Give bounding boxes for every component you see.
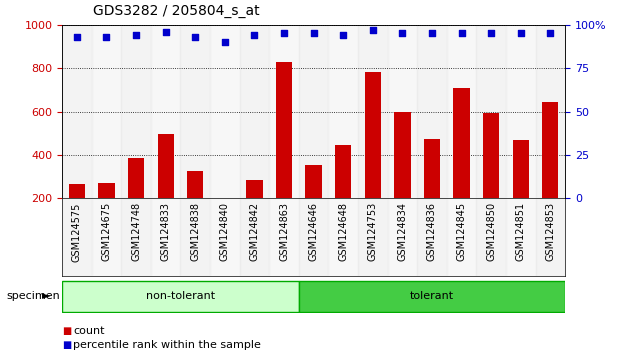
Point bbox=[456, 30, 466, 36]
Point bbox=[516, 30, 526, 36]
Bar bbox=[453, 88, 469, 198]
Bar bbox=[276, 62, 292, 198]
Bar bbox=[476, 25, 506, 198]
Text: GSM124838: GSM124838 bbox=[190, 202, 200, 261]
Text: GSM124834: GSM124834 bbox=[397, 202, 407, 261]
Bar bbox=[62, 25, 92, 198]
Text: GSM124675: GSM124675 bbox=[101, 202, 112, 261]
Bar bbox=[210, 198, 240, 276]
Text: GSM124845: GSM124845 bbox=[456, 202, 466, 261]
Text: GSM124863: GSM124863 bbox=[279, 202, 289, 261]
FancyBboxPatch shape bbox=[62, 281, 299, 312]
Bar bbox=[151, 198, 181, 276]
Bar bbox=[535, 25, 565, 198]
Bar bbox=[181, 198, 210, 276]
Text: GSM124850: GSM124850 bbox=[486, 202, 496, 261]
Text: GDS3282 / 205804_s_at: GDS3282 / 205804_s_at bbox=[93, 4, 260, 18]
Point bbox=[368, 27, 378, 33]
Point bbox=[161, 29, 171, 35]
Bar bbox=[446, 25, 476, 198]
Point bbox=[486, 30, 496, 36]
Text: GSM124851: GSM124851 bbox=[515, 202, 526, 261]
Point bbox=[220, 39, 230, 45]
Text: GSM124840: GSM124840 bbox=[220, 202, 230, 261]
Bar bbox=[358, 25, 388, 198]
Bar bbox=[335, 145, 351, 198]
Bar bbox=[476, 198, 506, 276]
Text: specimen: specimen bbox=[6, 291, 60, 302]
Bar bbox=[394, 112, 410, 198]
Bar bbox=[121, 198, 151, 276]
Text: ■: ■ bbox=[62, 326, 71, 336]
Point bbox=[250, 32, 260, 38]
Bar bbox=[506, 198, 535, 276]
Bar bbox=[92, 198, 121, 276]
Bar bbox=[270, 198, 299, 276]
Text: percentile rank within the sample: percentile rank within the sample bbox=[73, 340, 261, 350]
Bar bbox=[417, 198, 446, 276]
Bar bbox=[69, 184, 85, 198]
Bar bbox=[306, 165, 322, 198]
Bar bbox=[446, 198, 476, 276]
Bar bbox=[358, 198, 388, 276]
Bar bbox=[240, 198, 270, 276]
Text: tolerant: tolerant bbox=[410, 291, 454, 302]
Point bbox=[279, 30, 289, 36]
Text: GSM124842: GSM124842 bbox=[250, 202, 260, 261]
Point bbox=[72, 34, 82, 40]
Point bbox=[397, 30, 407, 36]
Text: non-tolerant: non-tolerant bbox=[146, 291, 215, 302]
Bar bbox=[247, 180, 263, 198]
Text: GSM124748: GSM124748 bbox=[131, 202, 141, 261]
Bar bbox=[270, 25, 299, 198]
Text: ►: ► bbox=[42, 291, 51, 302]
Text: GSM124575: GSM124575 bbox=[72, 202, 82, 262]
Point bbox=[338, 32, 348, 38]
Bar bbox=[417, 25, 446, 198]
Point bbox=[101, 34, 111, 40]
Text: GSM124646: GSM124646 bbox=[309, 202, 319, 261]
Bar bbox=[121, 25, 151, 198]
Text: GSM124753: GSM124753 bbox=[368, 202, 378, 261]
Bar bbox=[240, 25, 270, 198]
Bar bbox=[210, 25, 240, 198]
Text: GSM124853: GSM124853 bbox=[545, 202, 555, 261]
Bar bbox=[388, 25, 417, 198]
Bar bbox=[299, 25, 329, 198]
Point bbox=[309, 30, 319, 36]
Bar bbox=[483, 113, 499, 198]
Point bbox=[190, 34, 200, 40]
Bar bbox=[512, 140, 529, 198]
Text: GSM124833: GSM124833 bbox=[161, 202, 171, 261]
Point bbox=[131, 32, 141, 38]
Bar bbox=[187, 171, 204, 198]
Bar bbox=[424, 139, 440, 198]
Bar bbox=[542, 102, 558, 198]
Bar bbox=[535, 198, 565, 276]
Bar bbox=[158, 134, 174, 198]
Bar bbox=[151, 25, 181, 198]
Bar bbox=[388, 198, 417, 276]
Bar bbox=[365, 73, 381, 198]
Point bbox=[545, 30, 555, 36]
Bar bbox=[329, 198, 358, 276]
Text: count: count bbox=[73, 326, 105, 336]
Bar bbox=[181, 25, 210, 198]
Bar bbox=[92, 25, 121, 198]
Bar bbox=[299, 198, 329, 276]
Bar bbox=[128, 158, 144, 198]
Bar bbox=[329, 25, 358, 198]
FancyBboxPatch shape bbox=[299, 281, 565, 312]
Bar bbox=[506, 25, 535, 198]
Bar bbox=[217, 198, 233, 216]
Text: ■: ■ bbox=[62, 340, 71, 350]
Bar bbox=[62, 198, 92, 276]
Bar bbox=[98, 183, 115, 198]
Text: GSM124648: GSM124648 bbox=[338, 202, 348, 261]
Text: GSM124836: GSM124836 bbox=[427, 202, 437, 261]
Point bbox=[427, 30, 437, 36]
